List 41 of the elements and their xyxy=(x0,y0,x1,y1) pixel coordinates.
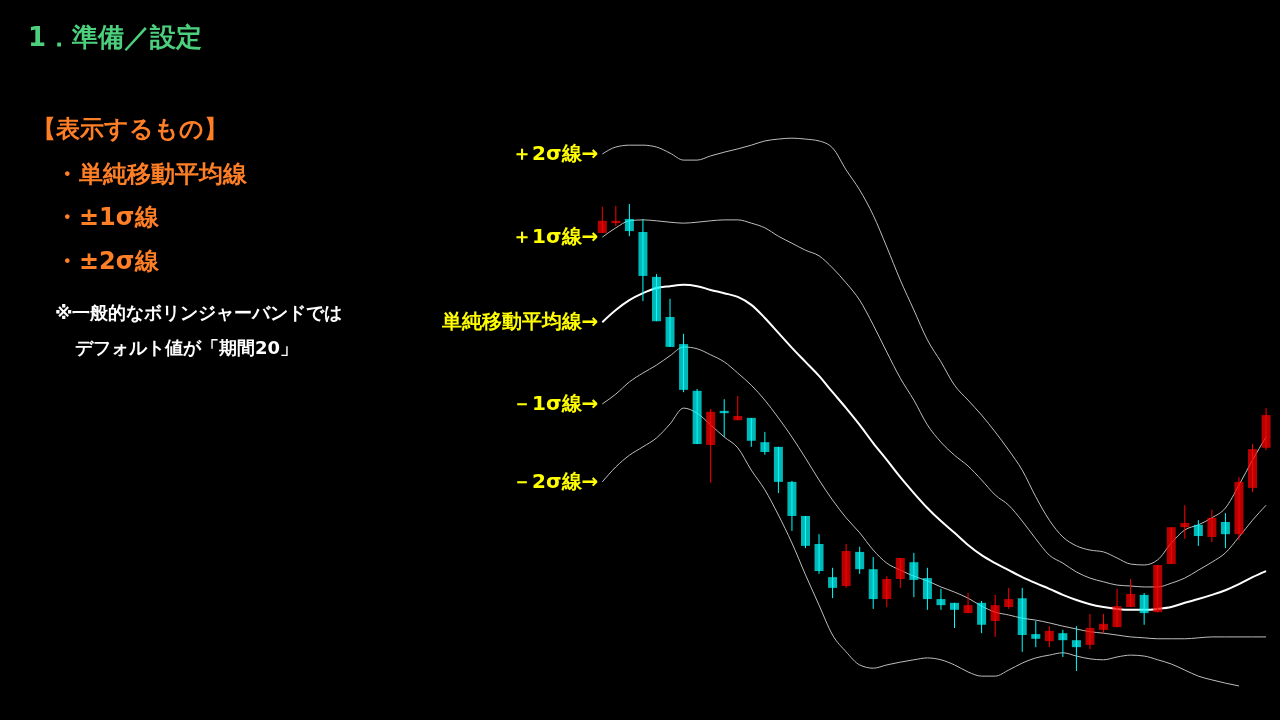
candlestick xyxy=(950,602,959,629)
candlestick xyxy=(1180,504,1190,540)
candlestick xyxy=(977,600,987,634)
text: ※一般的なボリンジャーバンドでは xyxy=(55,302,343,323)
candlestick xyxy=(1207,509,1217,543)
candlestick xyxy=(1071,625,1081,672)
candlestick xyxy=(1112,588,1122,628)
text: ・単純移動平均線 xyxy=(55,160,248,188)
candlestick xyxy=(1085,613,1095,650)
text: ・±1σ線 xyxy=(55,203,160,231)
candlestick xyxy=(909,552,919,598)
candlestick xyxy=(1139,592,1149,626)
candlestick xyxy=(855,546,865,575)
candlestick xyxy=(1126,578,1136,608)
series-label: －2σ線→ xyxy=(512,468,599,493)
candlestick xyxy=(624,203,634,237)
text: デフォルト値が「期間20」 xyxy=(75,337,299,358)
candlestick xyxy=(1004,587,1014,610)
candlestick xyxy=(597,206,607,234)
candlestick xyxy=(895,557,905,589)
candlestick xyxy=(936,588,946,611)
candlestick xyxy=(882,575,892,608)
candlestick xyxy=(733,395,743,421)
candlestick xyxy=(922,567,932,611)
candlestick xyxy=(1031,620,1041,648)
candlestick xyxy=(1099,613,1109,634)
series-label: 単純移動平均線→ xyxy=(440,309,599,334)
candlestick xyxy=(1220,512,1230,549)
series-label: ＋2σ線→ xyxy=(512,141,599,166)
series-label: －1σ線→ xyxy=(512,390,599,415)
candlestick xyxy=(746,417,756,448)
series-label: ＋1σ線→ xyxy=(512,224,599,249)
text: 【表示するもの】 xyxy=(32,115,228,143)
text: ・±2σ線 xyxy=(55,247,160,275)
candlestick xyxy=(1044,625,1054,648)
candlestick xyxy=(1193,519,1203,547)
candlestick xyxy=(828,567,838,599)
candlestick xyxy=(760,431,770,456)
text: 1．準備／設定 xyxy=(28,22,203,52)
candlestick xyxy=(1058,629,1068,658)
candlestick xyxy=(990,594,1000,638)
